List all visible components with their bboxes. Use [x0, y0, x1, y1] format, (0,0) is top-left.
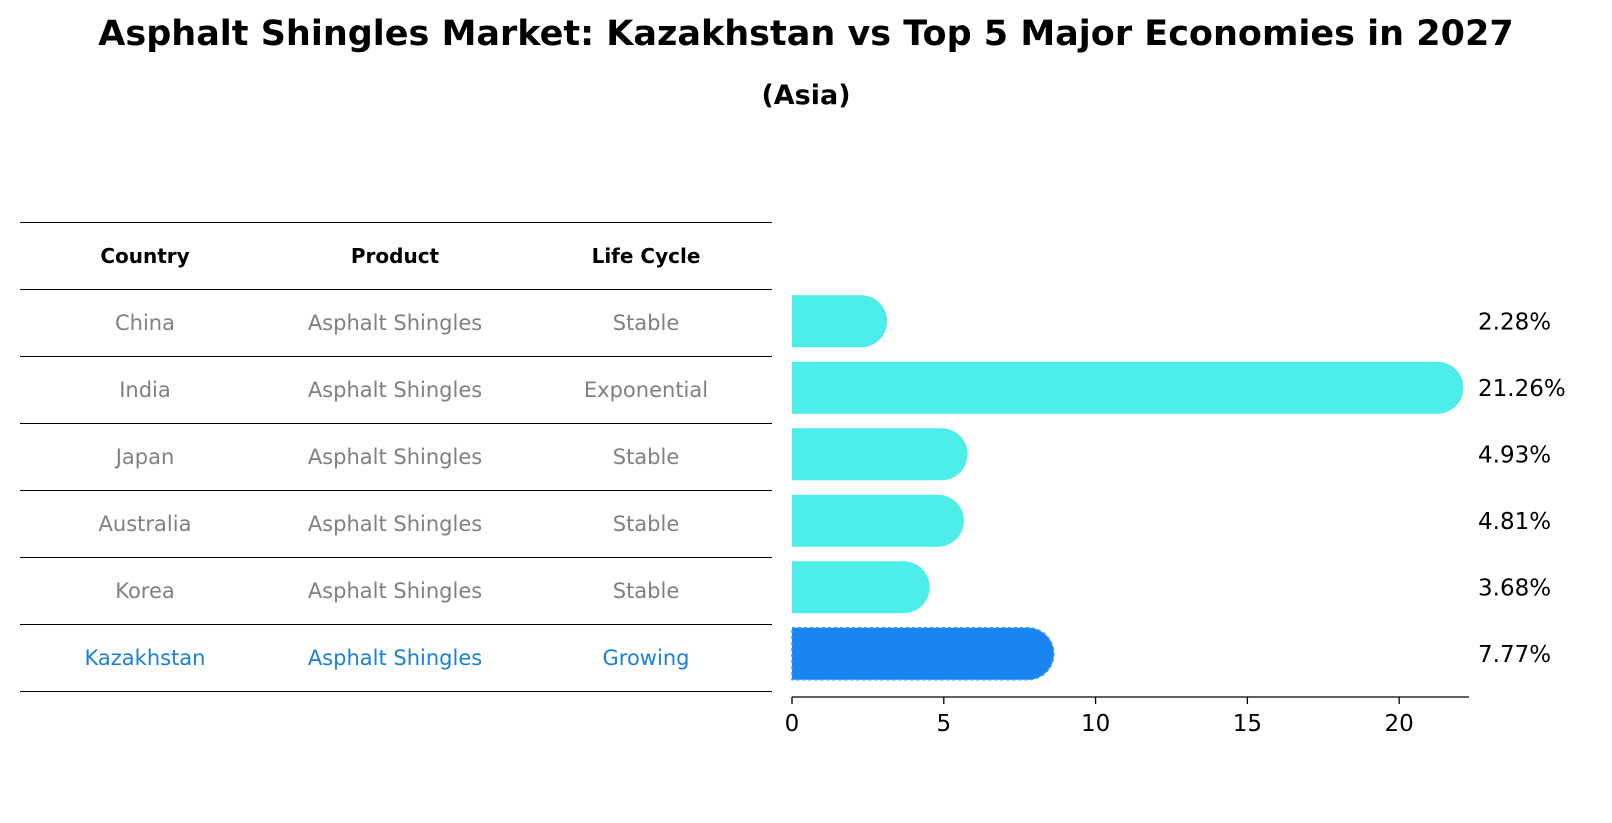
table-row: Australia Asphalt Shingles Stable — [20, 490, 772, 558]
cell-life-cycle: Stable — [520, 490, 772, 558]
bar-korea — [792, 561, 930, 614]
cell-life-cycle: Stable — [520, 289, 772, 357]
table-row-highlighted: Kazakhstan Asphalt Shingles Growing — [20, 624, 772, 692]
cell-country: China — [20, 289, 270, 357]
x-axis-tick-label: 15 — [1233, 711, 1262, 737]
cell-product: Asphalt Shingles — [270, 557, 520, 625]
bar-australia — [792, 494, 965, 547]
bar-value-label: 4.81% — [1478, 509, 1551, 535]
cell-country: India — [20, 356, 270, 424]
x-axis-tick-label: 5 — [936, 711, 951, 737]
chart-subtitle: (Asia) — [761, 80, 851, 111]
chart-title: Asphalt Shingles Market: Kazakhstan vs T… — [98, 14, 1514, 54]
cell-life-cycle: Stable — [520, 423, 772, 491]
cell-product: Asphalt Shingles — [270, 356, 520, 424]
bar-value-label: 3.68% — [1478, 575, 1551, 601]
bar-kazakhstan — [791, 627, 1055, 681]
bar-india — [792, 361, 1464, 414]
bar-value-label: 7.77% — [1478, 642, 1551, 668]
table-row: Korea Asphalt Shingles Stable — [20, 557, 772, 625]
cell-life-cycle: Growing — [520, 624, 772, 692]
column-header-country: Country — [20, 222, 270, 290]
bar-japan — [792, 428, 968, 481]
column-header-life-cycle: Life Cycle — [520, 222, 772, 290]
cell-product: Asphalt Shingles — [270, 624, 520, 692]
table-row: Japan Asphalt Shingles Stable — [20, 423, 772, 491]
bar-value-label: 21.26% — [1478, 376, 1566, 402]
x-axis-tick-label: 20 — [1385, 711, 1414, 737]
data-table: Country Product Life Cycle China Asphalt… — [20, 222, 772, 692]
cell-product: Asphalt Shingles — [270, 289, 520, 357]
column-header-product: Product — [270, 222, 520, 290]
cell-product: Asphalt Shingles — [270, 490, 520, 558]
bar-china — [792, 295, 888, 348]
cell-product: Asphalt Shingles — [270, 423, 520, 491]
cell-country: Japan — [20, 423, 270, 491]
cell-life-cycle: Stable — [520, 557, 772, 625]
bar-value-label: 4.93% — [1478, 442, 1551, 468]
x-axis-tick-label: 0 — [785, 711, 800, 737]
table-row: China Asphalt Shingles Stable — [20, 289, 772, 357]
cell-life-cycle: Exponential — [520, 356, 772, 424]
bar-value-label: 2.28% — [1478, 309, 1551, 335]
table-header-row: Country Product Life Cycle — [20, 222, 772, 290]
x-axis-tick-label: 10 — [1081, 711, 1110, 737]
table-row: India Asphalt Shingles Exponential — [20, 356, 772, 424]
cell-country: Australia — [20, 490, 270, 558]
cell-country: Kazakhstan — [20, 624, 270, 692]
cell-country: Korea — [20, 557, 270, 625]
